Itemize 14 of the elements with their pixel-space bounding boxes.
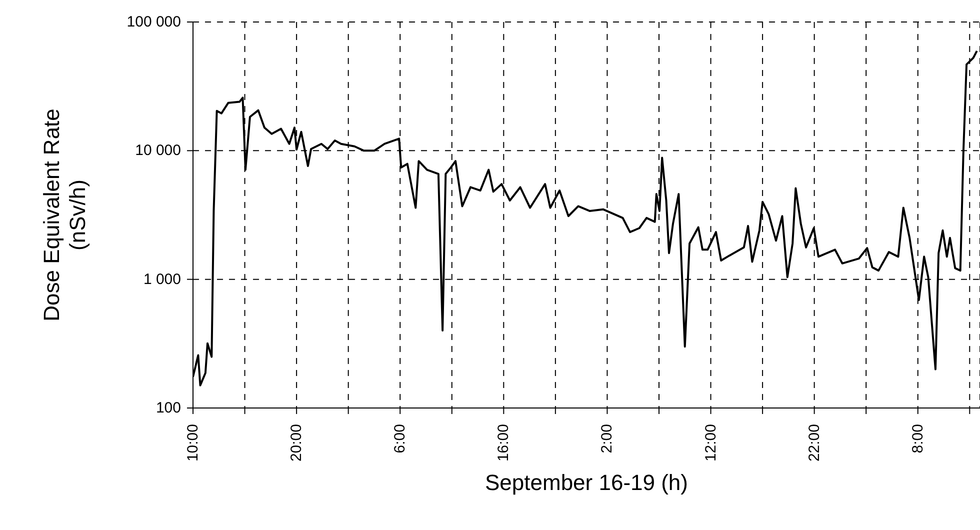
x-axis-title: September 16-19 (h) <box>485 470 688 495</box>
x-tick-label: 10:00 <box>184 424 202 462</box>
x-tick-label: 22:00 <box>806 424 823 462</box>
y-tick-label: 100 <box>156 400 181 416</box>
x-tick-label: 20:00 <box>288 424 306 462</box>
x-tick-label: 2:00 <box>598 424 616 454</box>
y-tick-label: 100 000 <box>126 14 181 30</box>
x-tick-label: 6:00 <box>392 424 409 454</box>
y-tick-label: 1 000 <box>143 270 181 288</box>
x-tick-label: 16:00 <box>495 424 512 462</box>
x-tick-label: 8:00 <box>909 424 926 454</box>
y-tick-label: 10 000 <box>135 142 181 160</box>
y-axis-title: Dose Equivalent Rate (nSv/h) <box>39 108 90 322</box>
x-tick-label: 12:00 <box>702 424 720 462</box>
